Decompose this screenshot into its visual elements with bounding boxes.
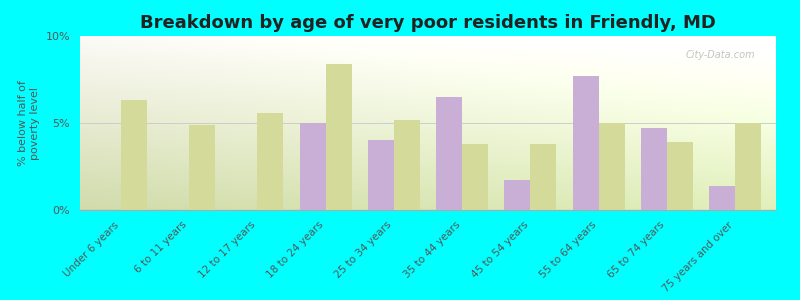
Y-axis label: % below half of
poverty level: % below half of poverty level bbox=[18, 80, 40, 166]
Bar bbox=[735, 123, 761, 210]
Bar bbox=[667, 142, 693, 210]
Bar bbox=[300, 123, 326, 210]
Bar bbox=[598, 123, 625, 210]
Bar bbox=[436, 97, 462, 210]
Bar bbox=[462, 144, 488, 210]
Bar bbox=[530, 144, 556, 210]
Text: City-Data.com: City-Data.com bbox=[686, 50, 755, 60]
Title: Breakdown by age of very poor residents in Friendly, MD: Breakdown by age of very poor residents … bbox=[140, 14, 716, 32]
Bar bbox=[258, 112, 283, 210]
Bar bbox=[394, 119, 420, 210]
Bar bbox=[326, 64, 351, 210]
Bar bbox=[121, 100, 147, 210]
Bar bbox=[641, 128, 667, 210]
Bar bbox=[189, 125, 215, 210]
Bar bbox=[573, 76, 598, 210]
Bar bbox=[709, 186, 735, 210]
Bar bbox=[368, 140, 394, 210]
Bar bbox=[505, 180, 530, 210]
